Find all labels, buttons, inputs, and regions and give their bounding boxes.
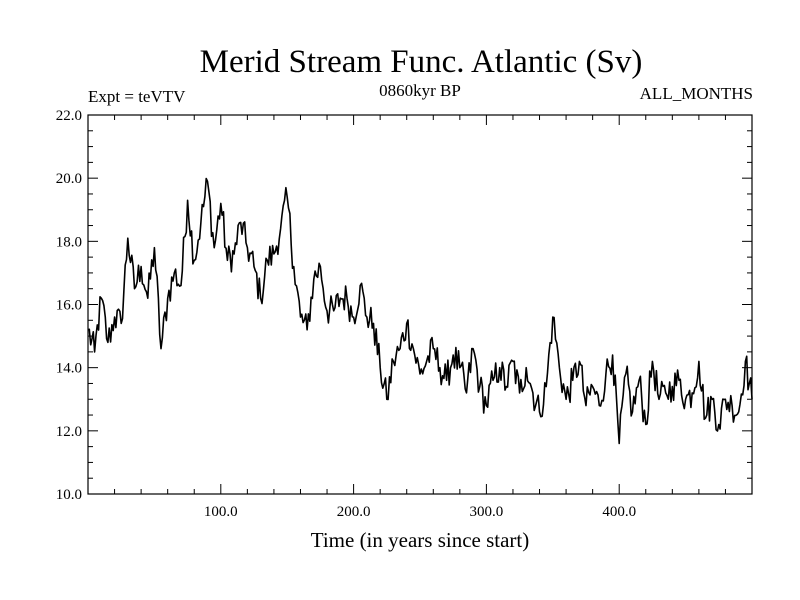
y-tick-label: 20.0 xyxy=(56,171,82,187)
subtitle-left: Expt = teVTV xyxy=(88,87,186,106)
y-tick-label: 16.0 xyxy=(56,298,82,314)
subtitle-center: 0860kyr BP xyxy=(379,81,461,100)
subtitle-right: ALL_MONTHS xyxy=(640,84,753,103)
axis-tick-labels: 100.0 200.0 300.0 400.0 10.0 12.0 14.0 16.0 18.0… xyxy=(56,108,636,520)
axis-ticks xyxy=(88,114,752,495)
plot-frame xyxy=(87,114,753,495)
x-tick-label: 300.0 xyxy=(470,504,504,520)
x-axis-label: Time (in years since start) xyxy=(311,528,530,552)
y-tick-label: 22.0 xyxy=(56,108,82,124)
y-tick-label: 14.0 xyxy=(56,361,82,377)
x-tick-label: 400.0 xyxy=(602,504,636,520)
y-tick-label: 10.0 xyxy=(56,487,82,503)
x-tick-label: 100.0 xyxy=(204,504,238,520)
y-tick-label: 12.0 xyxy=(56,424,82,440)
chart-title: Merid Stream Func. Atlantic (Sv) xyxy=(200,44,643,80)
y-tick-label: 18.0 xyxy=(56,234,82,250)
x-tick-label: 200.0 xyxy=(337,504,371,520)
series-line xyxy=(87,177,753,445)
